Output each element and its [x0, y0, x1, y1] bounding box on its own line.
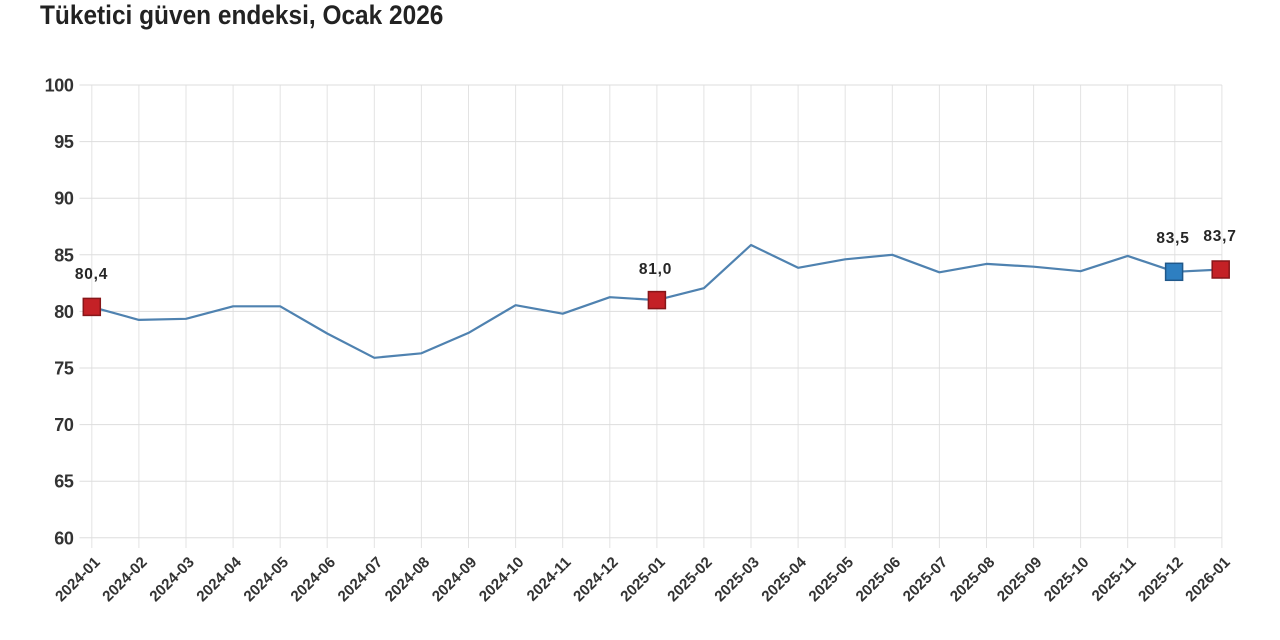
svg-text:100: 100	[45, 76, 74, 96]
svg-text:65: 65	[54, 472, 74, 492]
svg-text:80,4: 80,4	[75, 266, 108, 283]
svg-text:60: 60	[54, 528, 74, 548]
svg-text:85: 85	[54, 245, 74, 265]
svg-text:90: 90	[54, 189, 74, 209]
svg-text:70: 70	[54, 415, 74, 435]
svg-text:83,5: 83,5	[1156, 230, 1189, 247]
svg-text:81,0: 81,0	[639, 261, 672, 278]
svg-text:83,7: 83,7	[1203, 228, 1236, 245]
svg-text:95: 95	[54, 132, 74, 152]
svg-text:80: 80	[54, 302, 74, 322]
svg-text:75: 75	[54, 359, 74, 379]
